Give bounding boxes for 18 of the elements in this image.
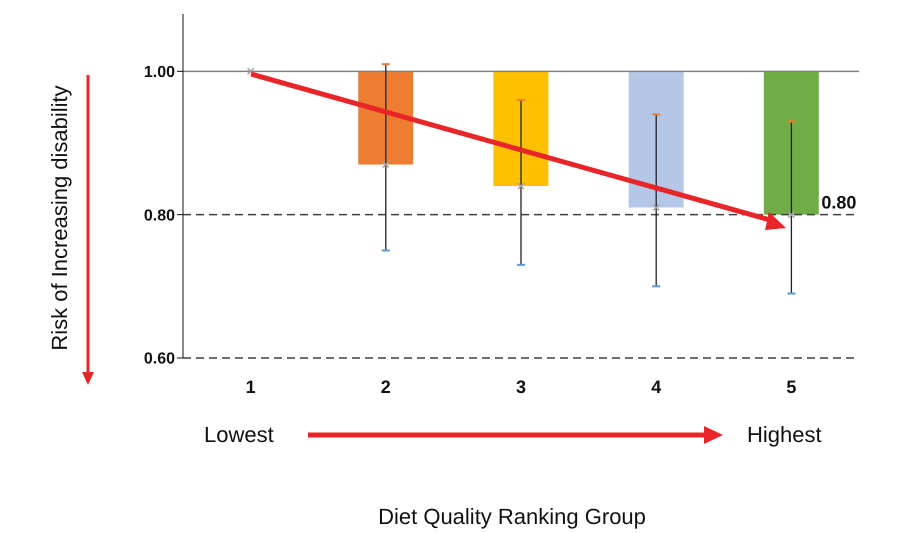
x-tick-label: 1 [246,376,256,397]
point [788,210,796,218]
x-tick-label: 3 [516,376,526,397]
text: Highest [747,422,822,448]
point [382,160,390,168]
point [652,204,660,212]
y-tick-label: 0.60 [144,350,176,368]
y-tick-label: 1.00 [144,64,176,82]
x-axis-title: Diet Quality Ranking Group [378,504,646,530]
text: Lowest [204,422,274,448]
annotation: 0.80 [821,192,856,213]
x-tick-label: 2 [380,376,391,397]
y-tick-label: 0.80 [144,207,176,224]
x-tick-label: 4 [651,376,662,397]
y-axis-title: Risk of Increasing disability [47,85,73,351]
point [246,68,254,76]
point [517,182,525,190]
x-tick-label: 5 [786,376,796,397]
